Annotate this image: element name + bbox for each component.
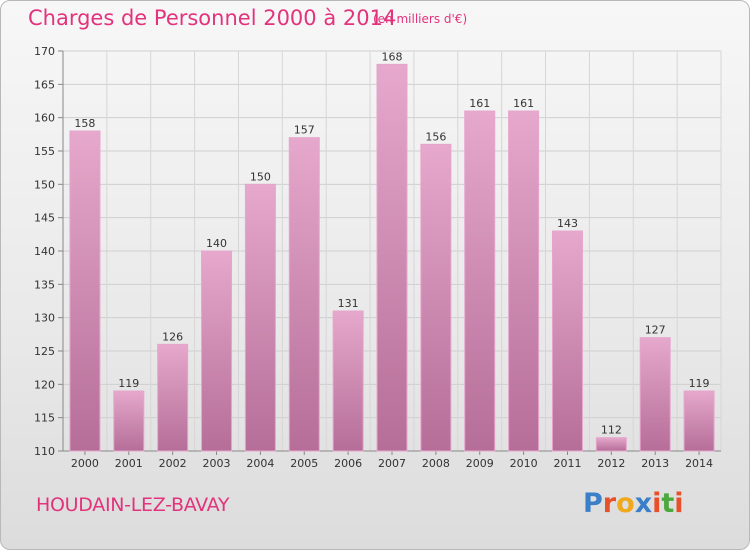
value-label: 161 [513,97,534,110]
bar [420,143,452,452]
value-label: 126 [162,330,183,343]
y-tick-label: 160 [34,112,55,125]
x-tick-label: 2010 [510,457,538,470]
bar [508,110,540,452]
bar [595,437,627,452]
y-tick-label: 120 [34,378,55,391]
x-tick-label: 2003 [203,457,231,470]
y-tick-label: 155 [34,145,55,158]
y-tick-label: 165 [34,78,55,91]
x-tick-label: 2002 [159,457,187,470]
value-label: 127 [645,324,666,337]
value-label: 112 [601,424,622,437]
y-tick-label: 110 [34,445,55,458]
bar [201,250,233,452]
chart-subtitle: (en milliers d'€) [373,12,468,26]
x-tick-label: 2014 [685,457,713,470]
proxiti-logo[interactable]: Proxiti [583,488,684,519]
value-label: 119 [689,377,710,390]
x-tick-label: 2005 [290,457,318,470]
logo-letter: i [674,488,684,519]
bar [683,390,715,452]
logo-letter: i [652,488,662,519]
value-label: 140 [206,237,227,250]
bar [551,230,583,452]
chart-title: Charges de Personnel 2000 à 2014 [28,6,397,30]
value-label: 168 [382,50,403,63]
x-tick-label: 2011 [553,457,581,470]
x-tick-label: 2012 [597,457,625,470]
y-tick-label: 170 [34,45,55,58]
y-tick-label: 150 [34,178,55,191]
y-tick-label: 140 [34,245,55,258]
x-tick-label: 2001 [115,457,143,470]
bar [376,63,408,452]
bar [639,337,671,452]
value-label: 161 [469,97,490,110]
y-tick-label: 115 [34,412,55,425]
x-tick-label: 2009 [466,457,494,470]
y-tick-label: 125 [34,345,55,358]
x-tick-label: 2000 [71,457,99,470]
value-label: 157 [294,124,315,137]
x-tick-label: 2007 [378,457,406,470]
bars [69,63,715,452]
value-label: 156 [425,130,446,143]
y-tick-label: 130 [34,312,55,325]
logo-letter: x [634,488,653,519]
y-tick-label: 145 [34,212,55,225]
bar [244,183,276,452]
bar [332,310,364,452]
y-tick-label: 135 [34,278,55,291]
logo-letter: r [602,488,617,519]
value-label: 119 [118,377,139,390]
value-labels: 158 119 126 140 150 157 131 168 156 161 161 143 112 1… [74,50,709,436]
bar [113,390,145,452]
value-label: 150 [250,170,271,183]
commune-name: HOUDAIN-LEZ-BAVAY [36,494,230,516]
logo-letter: o [616,488,635,519]
x-tick-label: 2006 [334,457,362,470]
bar [157,343,189,452]
bar [464,110,496,452]
value-label: 131 [338,297,359,310]
logo-letter: t [661,488,675,519]
value-label: 158 [74,117,95,130]
bar [288,137,320,452]
value-label: 143 [557,217,578,230]
x-tick-label: 2004 [246,457,274,470]
x-tick-label: 2013 [641,457,669,470]
x-tick-label: 2008 [422,457,450,470]
bar [69,130,101,452]
logo-letter: P [583,488,603,519]
